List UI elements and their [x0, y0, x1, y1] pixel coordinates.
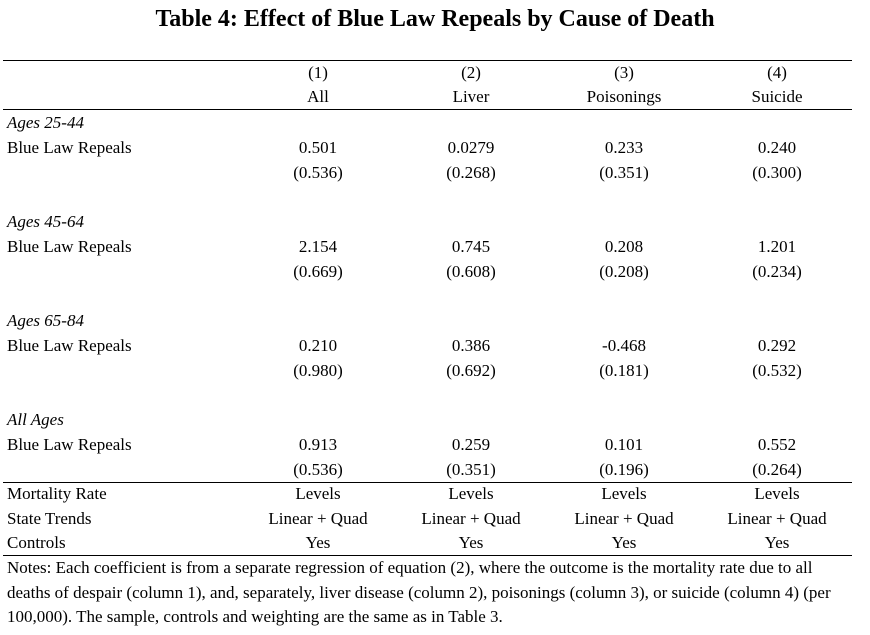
- standard-error-cell: (0.300): [752, 163, 802, 182]
- table-title: Table 4: Effect of Blue Law Repeals by C…: [155, 6, 715, 32]
- coefficient-cell: 0.0279: [447, 138, 495, 157]
- coefficient-cell: 0.259: [451, 435, 491, 454]
- coefficient-cell: 0.240: [757, 138, 797, 157]
- spec-row-label: Controls: [7, 533, 66, 552]
- table-notes: Notes: Each coefficient is from a separa…: [7, 558, 831, 626]
- column-number: (1): [308, 63, 328, 82]
- coefficient-cell: 0.745: [451, 237, 491, 256]
- panel-heading: Ages 45-64: [7, 212, 84, 231]
- coefficient-cell: 0.552: [757, 435, 797, 454]
- row-label: Blue Law Repeals: [7, 138, 132, 157]
- spec-cell: Levels: [754, 484, 800, 503]
- standard-error-cell: (0.980): [293, 361, 343, 380]
- stats-rule: [3, 482, 852, 483]
- row-label: Blue Law Repeals: [7, 237, 132, 256]
- standard-error-cell: (0.264): [752, 460, 802, 479]
- column-header: Liver: [452, 87, 490, 106]
- standard-error-cell: (0.208): [599, 262, 649, 281]
- panel-heading: All Ages: [7, 410, 64, 429]
- spec-cell: Levels: [295, 484, 341, 503]
- spec-cell: Yes: [305, 533, 331, 552]
- standard-error-cell: (0.181): [599, 361, 649, 380]
- spec-cell: Linear + Quad: [421, 509, 521, 528]
- row-label: Blue Law Repeals: [7, 435, 132, 454]
- spec-cell: Yes: [764, 533, 790, 552]
- column-number: (4): [767, 63, 787, 82]
- standard-error-cell: (0.234): [752, 262, 802, 281]
- standard-error-cell: (0.351): [599, 163, 649, 182]
- standard-error-cell: (0.669): [293, 262, 343, 281]
- standard-error-cell: (0.536): [293, 460, 343, 479]
- coefficient-cell: 0.292: [757, 336, 797, 355]
- standard-error-cell: (0.608): [446, 262, 496, 281]
- standard-error-cell: (0.196): [599, 460, 649, 479]
- standard-error-cell: (0.268): [446, 163, 496, 182]
- column-number: (3): [614, 63, 634, 82]
- coefficient-cell: 0.233: [604, 138, 644, 157]
- spec-cell: Levels: [601, 484, 647, 503]
- standard-error-cell: (0.351): [446, 460, 496, 479]
- standard-error-cell: (0.536): [293, 163, 343, 182]
- coefficient-cell: 0.210: [298, 336, 338, 355]
- header-rule: [3, 109, 852, 110]
- column-number: (2): [461, 63, 481, 82]
- spec-row-label: State Trends: [7, 509, 92, 528]
- column-header: Suicide: [751, 87, 803, 106]
- spec-cell: Linear + Quad: [727, 509, 827, 528]
- top-rule: [3, 60, 852, 61]
- column-header: All: [307, 87, 329, 106]
- coefficient-cell: -0.468: [602, 336, 646, 355]
- coefficient-cell: 0.386: [451, 336, 491, 355]
- coefficient-cell: 0.501: [298, 138, 338, 157]
- row-label: Blue Law Repeals: [7, 336, 132, 355]
- panel-heading: Ages 25-44: [7, 113, 84, 132]
- spec-cell: Yes: [458, 533, 484, 552]
- spec-cell: Levels: [448, 484, 494, 503]
- coefficient-cell: 1.201: [757, 237, 797, 256]
- panel-heading: Ages 65-84: [7, 311, 84, 330]
- standard-error-cell: (0.532): [752, 361, 802, 380]
- coefficient-cell: 0.208: [604, 237, 644, 256]
- spec-cell: Linear + Quad: [268, 509, 368, 528]
- coefficient-cell: 0.913: [298, 435, 338, 454]
- standard-error-cell: (0.692): [446, 361, 496, 380]
- coefficient-cell: 0.101: [604, 435, 644, 454]
- notes-rule: [3, 555, 852, 556]
- spec-cell: Yes: [611, 533, 637, 552]
- column-header: Poisonings: [586, 87, 662, 106]
- spec-row-label: Mortality Rate: [7, 484, 107, 503]
- spec-cell: Linear + Quad: [574, 509, 674, 528]
- coefficient-cell: 2.154: [298, 237, 338, 256]
